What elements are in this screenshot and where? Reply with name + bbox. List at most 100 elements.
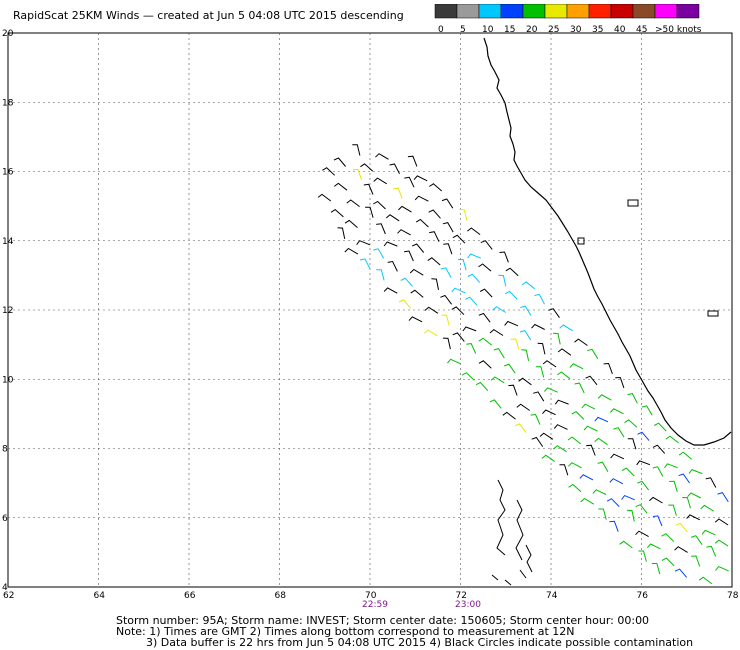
wind-barb <box>504 290 518 300</box>
wind-barb <box>373 200 386 210</box>
wind-barb <box>334 182 348 191</box>
lon-tick-label: 76 <box>637 591 649 601</box>
wind-barb <box>489 328 504 336</box>
wind-barb <box>404 176 415 188</box>
wind-barb <box>389 163 400 175</box>
wind-barb <box>557 348 572 356</box>
grid-lines <box>8 33 732 587</box>
island-detail-c <box>525 544 533 573</box>
wind-barb <box>581 403 596 410</box>
wind-barb <box>333 157 346 167</box>
wind-barb <box>479 288 493 298</box>
scale-swatch <box>676 4 700 19</box>
wind-barb <box>580 497 595 505</box>
scale-tick-label: 40 <box>614 25 626 35</box>
wind-barb <box>429 231 440 242</box>
wind-barb <box>653 422 667 432</box>
wind-barb <box>363 183 374 195</box>
wind-barb <box>499 251 509 263</box>
wind-barb <box>516 403 530 411</box>
wind-barb <box>701 529 716 536</box>
wind-barb <box>459 209 468 221</box>
wind-barb <box>383 241 398 247</box>
wind-barb <box>603 362 613 374</box>
wind-barb <box>668 504 677 516</box>
wind-barb <box>467 227 481 235</box>
wind-barb <box>510 338 520 350</box>
wind-barb <box>346 199 360 207</box>
wind-barb <box>627 393 638 404</box>
wind-barb <box>682 496 691 509</box>
wind-barb <box>594 416 609 423</box>
wind-barb <box>651 563 661 575</box>
wind-barb <box>544 387 558 393</box>
wind-barb <box>621 467 635 477</box>
wind-barb <box>594 437 608 446</box>
wind-barb <box>504 320 519 327</box>
wind-barb <box>411 243 425 253</box>
wind-barb <box>404 250 414 262</box>
wind-barb <box>410 289 424 298</box>
wind-barb <box>466 343 477 354</box>
coastline <box>483 37 732 586</box>
wind-barb <box>652 466 664 477</box>
wind-barb <box>624 419 638 428</box>
island-detail-e <box>627 199 639 207</box>
lat-tick-label: 10 <box>2 375 14 385</box>
wind-barb <box>597 394 612 401</box>
wind-barb <box>652 444 666 454</box>
lat-tick-label: 18 <box>2 98 14 108</box>
wind-barb <box>518 377 532 386</box>
wind-barb <box>706 545 717 557</box>
wind-barb <box>610 453 625 460</box>
wind-barb <box>531 323 545 330</box>
lon-tick-label: 70 <box>365 591 377 601</box>
wind-barb <box>613 427 625 438</box>
footer-note-1: Note: 1) Times are GMT 2) Times along bo… <box>116 625 575 638</box>
wind-barb <box>373 177 388 185</box>
lat-tick-label: 4 <box>2 583 8 593</box>
wind-barb <box>365 206 374 218</box>
wind-barb <box>344 219 358 228</box>
lat-tick-label: 6 <box>2 514 8 524</box>
wind-barb <box>554 399 569 405</box>
wind-barb <box>489 399 502 409</box>
wind-barb <box>619 540 633 549</box>
wind-barb <box>519 330 532 341</box>
island-detail-b <box>515 499 524 561</box>
scale-tick-label: 35 <box>592 25 603 35</box>
wind-barb <box>568 462 582 469</box>
wind-barb <box>664 463 678 469</box>
scale-tick-label: 10 <box>482 25 494 35</box>
wind-barb <box>393 187 403 199</box>
wind-barb <box>441 198 454 209</box>
wind-barb <box>442 222 454 233</box>
wind-barb <box>530 413 541 425</box>
wind-barb <box>638 550 647 562</box>
wind-barb <box>360 163 374 172</box>
india-west-coastline <box>483 37 732 446</box>
wind-barb <box>635 530 649 538</box>
wind-barb <box>442 337 451 350</box>
wind-barb <box>356 240 371 246</box>
wind-barb <box>383 287 398 294</box>
wind-barb <box>475 381 489 392</box>
wind-barb <box>621 494 635 501</box>
wind-barb <box>462 326 477 332</box>
wind-barb <box>344 247 359 255</box>
footer-note-2: 3) Data buffer is 22 hrs from Jun 5 04:0… <box>146 636 694 649</box>
wind-barb <box>387 260 398 272</box>
wind-barb <box>641 405 653 416</box>
wind-barb <box>373 248 385 259</box>
wind-barb <box>414 195 429 202</box>
lon-tick-label: 68 <box>275 591 287 601</box>
wind-barb <box>606 498 620 507</box>
wind-barb <box>559 324 573 332</box>
lat-tick-label: 14 <box>2 237 14 247</box>
wind-barb <box>579 474 594 481</box>
wind-barb <box>397 229 411 236</box>
wind-barb <box>636 460 651 466</box>
wind-barb <box>317 193 332 202</box>
wind-barb <box>533 391 545 402</box>
